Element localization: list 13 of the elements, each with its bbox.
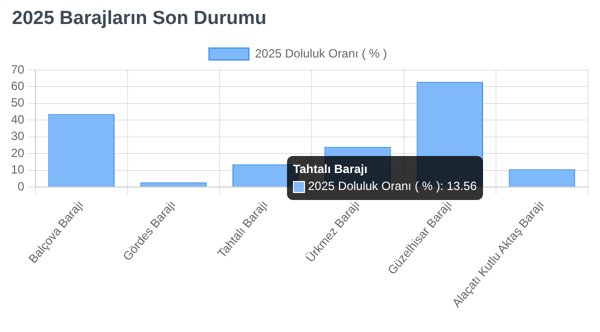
chart-title: 2025 Barajların Son Durumu bbox=[12, 8, 268, 30]
y-tick-label: 20 bbox=[10, 146, 25, 160]
legend-label: 2025 Doluluk Oranı ( % ) bbox=[254, 46, 388, 60]
y-tick-label: 60 bbox=[10, 79, 25, 94]
y-tick-label: 50 bbox=[10, 96, 25, 110]
y-tick-label: 30 bbox=[10, 129, 25, 144]
y-tick-label: 0 bbox=[18, 179, 25, 194]
y-tick-label: 40 bbox=[10, 112, 25, 126]
tooltip-box: Tahtalı Barajı 2025 Doluluk Oranı ( % ): 13.56 bbox=[287, 156, 483, 200]
y-tick-label: 10 bbox=[10, 162, 25, 177]
annotation: Tahtalı Barajı bbox=[293, 161, 368, 178]
y-tick-label: 70 bbox=[10, 62, 25, 76]
annotation: 2025 Doluluk Oranı ( % ): 13.56 bbox=[308, 178, 477, 195]
